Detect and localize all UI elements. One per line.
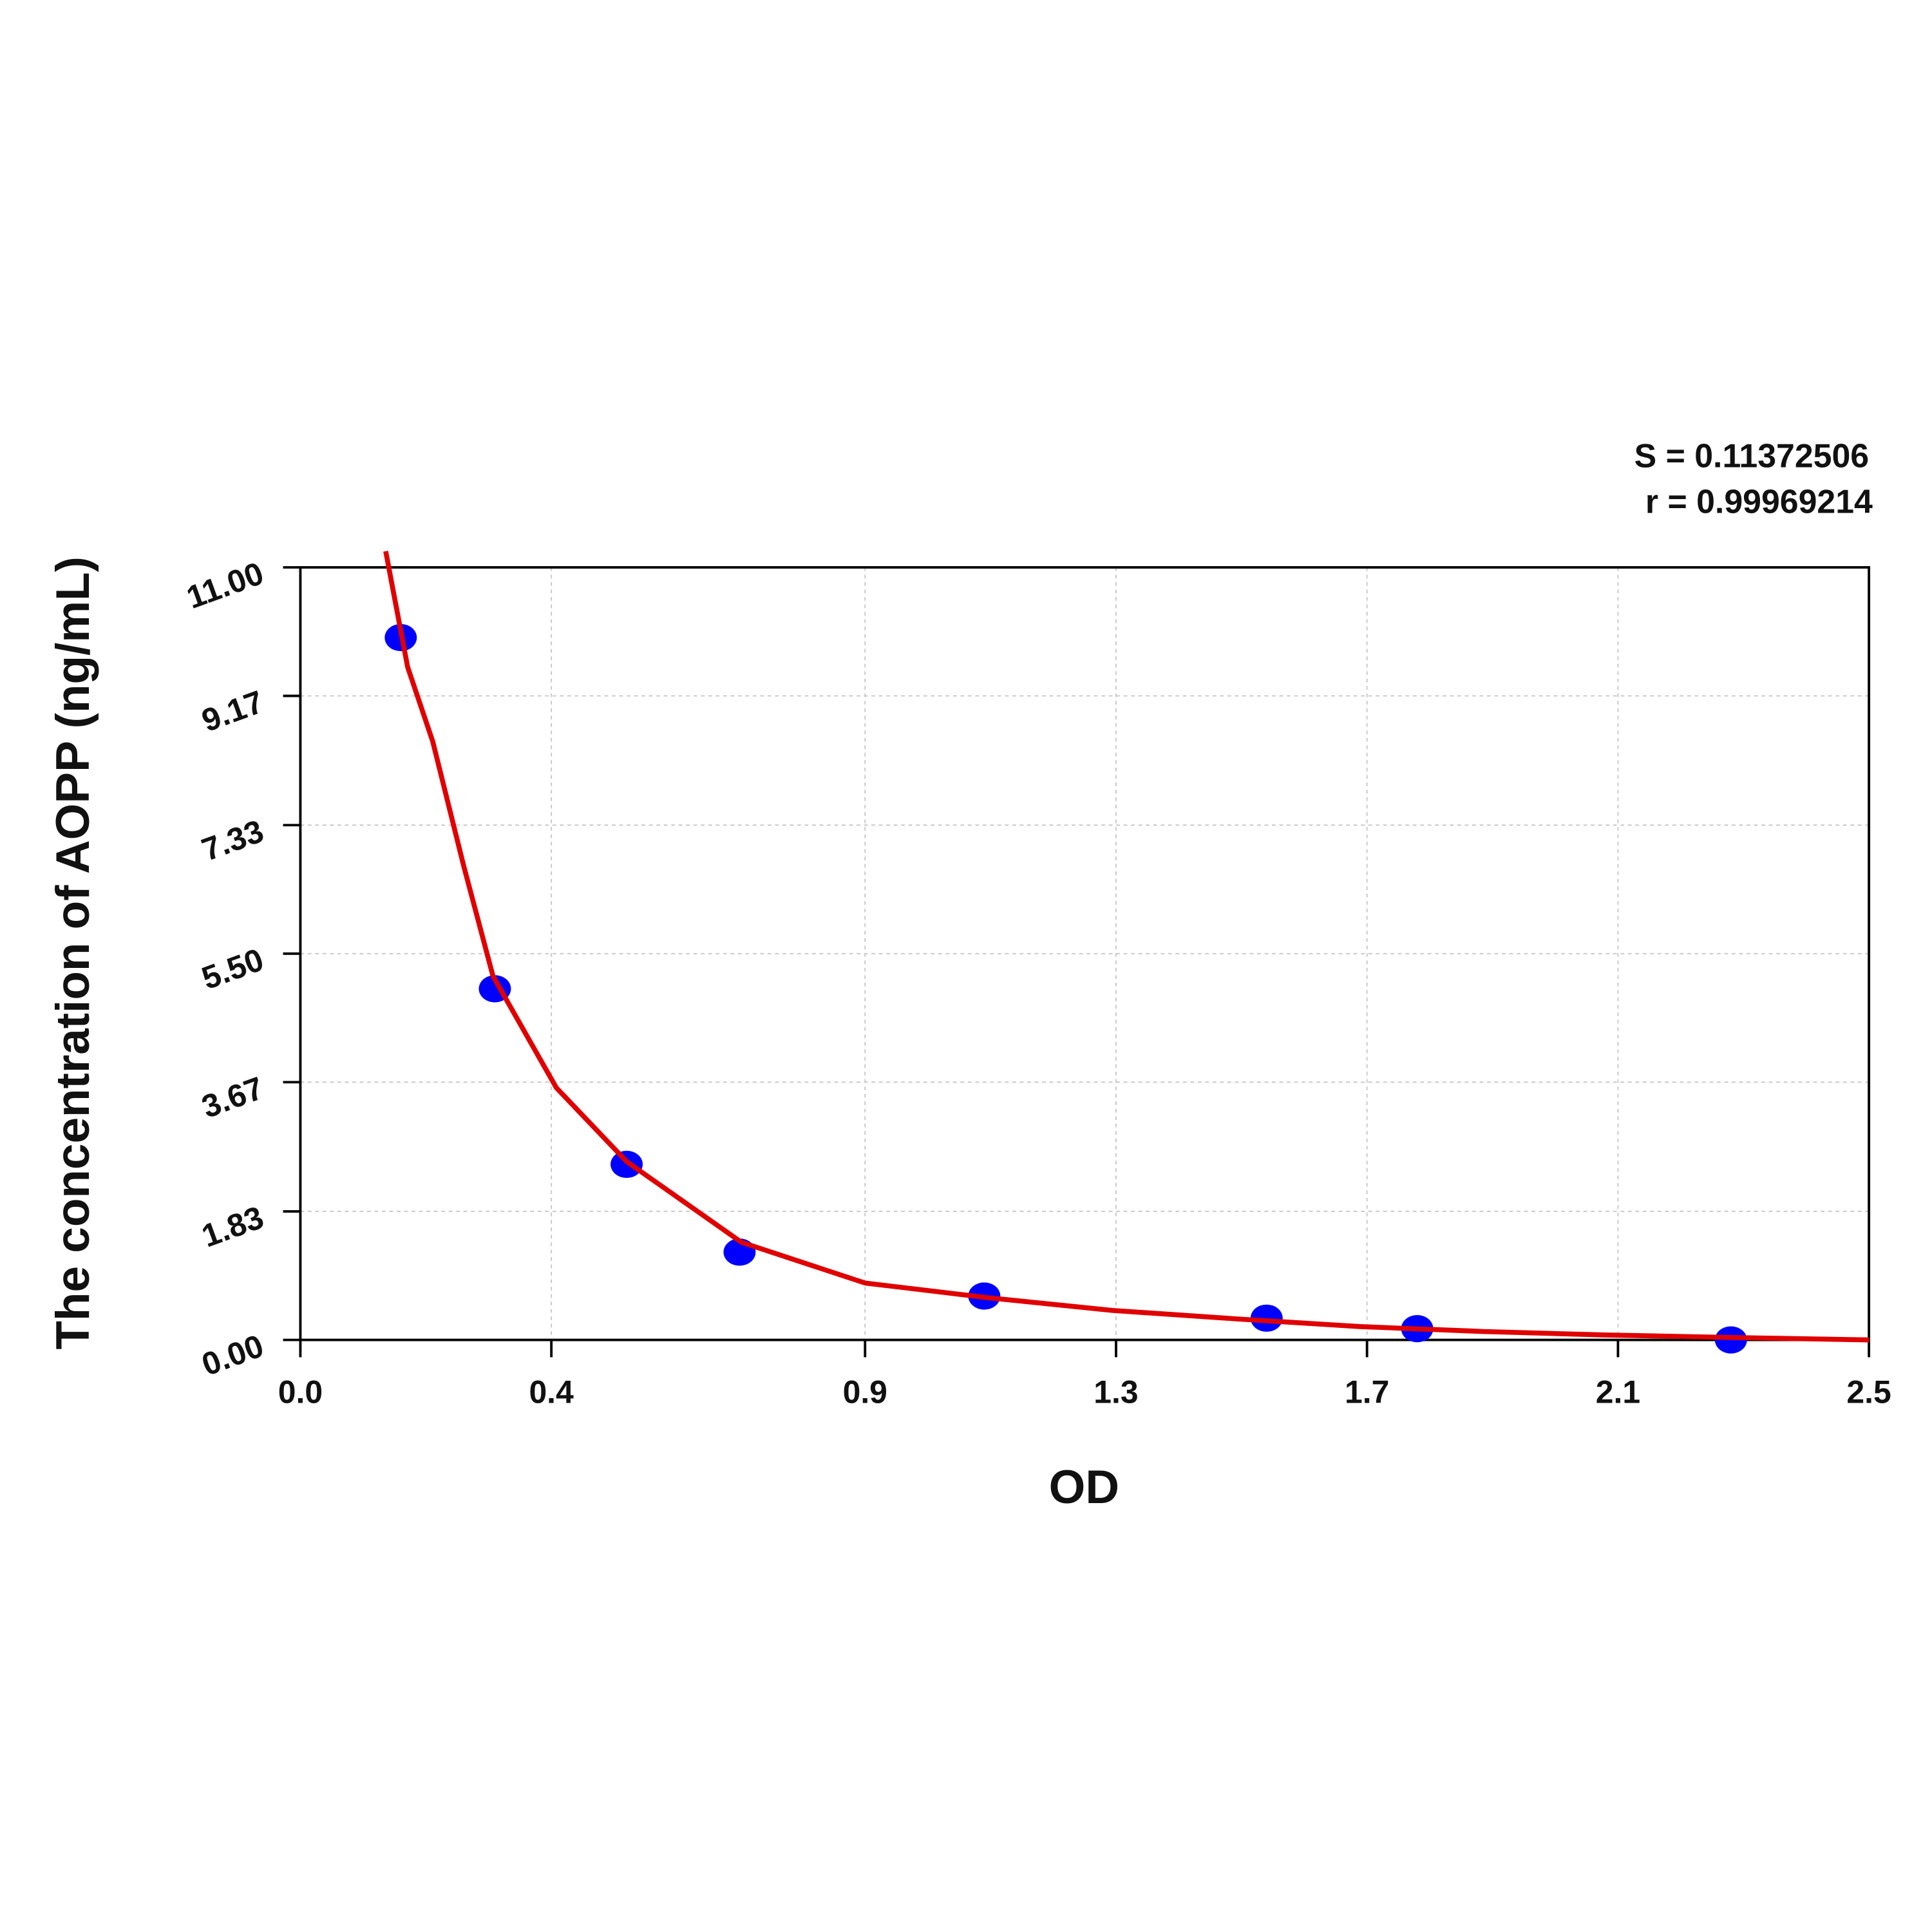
x-axis-title: OD: [1049, 1461, 1119, 1513]
x-tick-label: 0.0: [278, 1374, 323, 1410]
x-tick-label: 2.1: [1596, 1374, 1640, 1410]
plot-frame: [299, 566, 1871, 1341]
annotation: r = 0.99969214: [1645, 483, 1873, 520]
annotation: S = 0.11372506: [1634, 437, 1869, 475]
x-tick-label: 0.9: [843, 1374, 887, 1410]
y-axis-title: The concentration of AOPP (ng/mL): [47, 556, 99, 1350]
fit-curve: [383, 551, 1870, 1343]
data-point: [1250, 1304, 1283, 1332]
x-tick-label: 1.7: [1345, 1374, 1389, 1410]
x-tick-label: 2.5: [1846, 1374, 1891, 1410]
x-tick-label: 1.3: [1094, 1374, 1138, 1410]
x-tick-label: 0.4: [529, 1374, 574, 1410]
